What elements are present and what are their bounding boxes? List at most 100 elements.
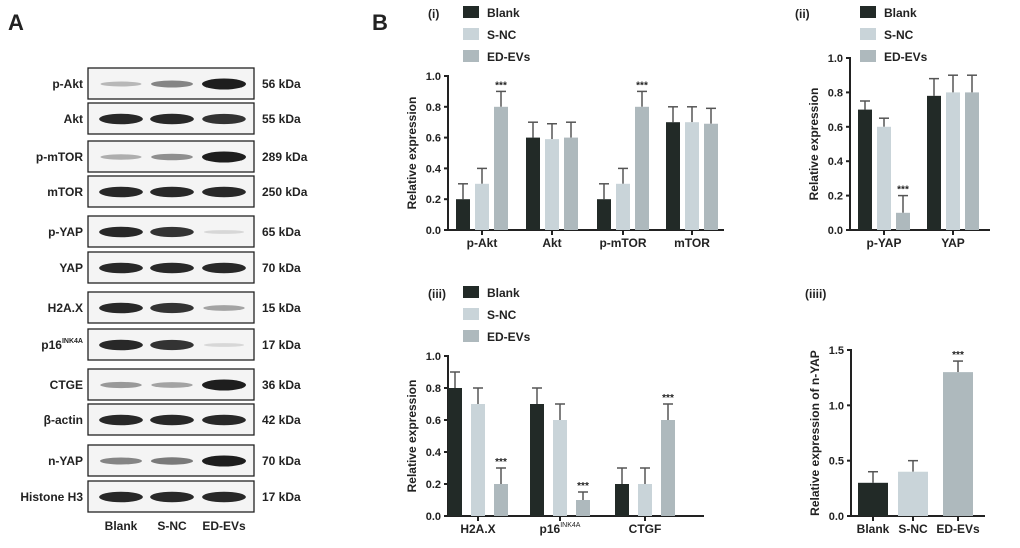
legend-label: S-NC xyxy=(487,28,517,42)
y-axis-label: Relative expression xyxy=(405,97,419,210)
protein-label: p16INK4A xyxy=(41,338,83,352)
chart-ii: (ii) 0.0 0.2 0.4 0.6 0.8 1.0 Relative expressio… xyxy=(795,6,990,250)
bar xyxy=(635,106,649,230)
bar xyxy=(448,388,462,516)
y-axis-label: Relative expression of n-YAP xyxy=(808,350,822,516)
protein-label: Akt xyxy=(64,112,83,126)
protein-name: YAP xyxy=(59,261,83,275)
legend-label: S-NC xyxy=(487,308,517,322)
bar xyxy=(597,199,611,230)
legend-label: Blank xyxy=(487,6,520,20)
legend-swatch xyxy=(860,50,876,62)
legend-swatch xyxy=(860,28,876,40)
blot-band xyxy=(151,80,193,88)
panel-label: (iii) xyxy=(428,287,446,301)
y-tick-label: 0.0 xyxy=(426,511,441,523)
chart-iii: (iii) 0.0 0.2 0.4 0.6 0.8 1.0 Relative expressi… xyxy=(405,286,704,536)
bar xyxy=(456,199,470,230)
category-superscript: INK4A xyxy=(560,522,581,529)
x-tick-label: ED-EVs xyxy=(936,522,980,536)
legend-label: ED-EVs xyxy=(487,330,531,344)
blot-band xyxy=(202,113,246,125)
bar xyxy=(666,122,680,230)
y-tick-label: 0.5 xyxy=(829,456,844,468)
protein-name: p16 xyxy=(41,338,62,352)
legend-swatch xyxy=(463,330,479,342)
blot-row: p-YAP 65 kDa xyxy=(48,215,301,248)
protein-name: Histone H3 xyxy=(20,490,83,504)
bar xyxy=(704,123,718,230)
kda-label: 56 kDa xyxy=(262,77,301,91)
y-tick-label: 0.4 xyxy=(426,447,442,459)
significance-label: *** xyxy=(495,457,507,468)
y-tick-label: 0.2 xyxy=(426,479,441,491)
significance-label: *** xyxy=(636,80,648,91)
protein-label: Histone H3 xyxy=(20,490,83,504)
blot-row: p16INK4A 17 kDa xyxy=(41,328,301,361)
y-tick-label: 0.0 xyxy=(829,511,844,523)
blot-row: Histone H3 17 kDa xyxy=(20,480,301,513)
significance-label: *** xyxy=(495,80,507,91)
y-tick-label: 0.8 xyxy=(426,102,441,114)
blot-band xyxy=(203,305,245,311)
legend-label: Blank xyxy=(487,286,520,300)
blot-band xyxy=(150,414,194,426)
bar xyxy=(638,484,652,516)
kda-label: 289 kDa xyxy=(262,150,308,164)
kda-label: 70 kDa xyxy=(262,261,301,275)
legend-label: Blank xyxy=(884,6,917,20)
blot-band xyxy=(202,262,246,274)
blot-band xyxy=(150,226,194,238)
blot-band xyxy=(100,457,142,465)
significance-label: *** xyxy=(952,350,964,361)
protein-label: β-actin xyxy=(44,413,83,427)
bar xyxy=(927,95,941,230)
lane-label: Blank xyxy=(105,519,138,533)
blot-band xyxy=(202,151,246,163)
legend-label: S-NC xyxy=(884,28,914,42)
panel-label: (iiii) xyxy=(805,287,826,301)
kda-label: 65 kDa xyxy=(262,225,301,239)
bar xyxy=(858,482,888,516)
category-name: mTOR xyxy=(674,236,710,250)
bar xyxy=(576,500,590,516)
blot-band xyxy=(150,457,194,465)
y-tick-label: 1.0 xyxy=(828,53,843,65)
y-tick-label: 0.6 xyxy=(426,133,441,145)
category-name: Akt xyxy=(542,236,561,250)
blot-band xyxy=(100,81,142,87)
blot-band xyxy=(151,382,193,388)
blot-band xyxy=(99,186,143,198)
y-tick-label: 0.8 xyxy=(828,87,843,99)
protein-name: p-mTOR xyxy=(36,150,83,164)
category-name: CTGF xyxy=(629,522,662,536)
blot-row: β-actin 42 kDa xyxy=(44,403,301,436)
bar xyxy=(494,106,508,230)
category-name: p16 xyxy=(540,522,561,536)
x-tick-label: YAP xyxy=(941,236,965,250)
kda-label: 36 kDa xyxy=(262,378,301,392)
y-tick-label: 1.0 xyxy=(829,400,844,412)
bar xyxy=(530,404,544,516)
x-tick-label: mTOR xyxy=(674,236,710,250)
y-tick-label: 0.0 xyxy=(828,225,843,237)
x-tick-label: p-YAP xyxy=(867,236,902,250)
bar xyxy=(685,122,699,230)
blot-band xyxy=(202,78,246,90)
protein-name: p-Akt xyxy=(52,77,83,91)
protein-name: Akt xyxy=(64,112,83,126)
bar xyxy=(564,137,578,230)
blot-row: p-Akt 56 kDa xyxy=(52,67,301,100)
category-name: Blank xyxy=(857,522,890,536)
bar xyxy=(494,484,508,516)
blot-row: Akt 55 kDa xyxy=(64,102,301,135)
blot-band xyxy=(150,186,194,198)
blot-band xyxy=(100,381,142,389)
blot-band xyxy=(99,262,143,274)
blot-band xyxy=(202,491,246,503)
bar xyxy=(553,420,567,516)
panel-label: (ii) xyxy=(795,7,810,21)
blot-row: mTOR 250 kDa xyxy=(47,175,308,208)
bar xyxy=(661,420,675,516)
